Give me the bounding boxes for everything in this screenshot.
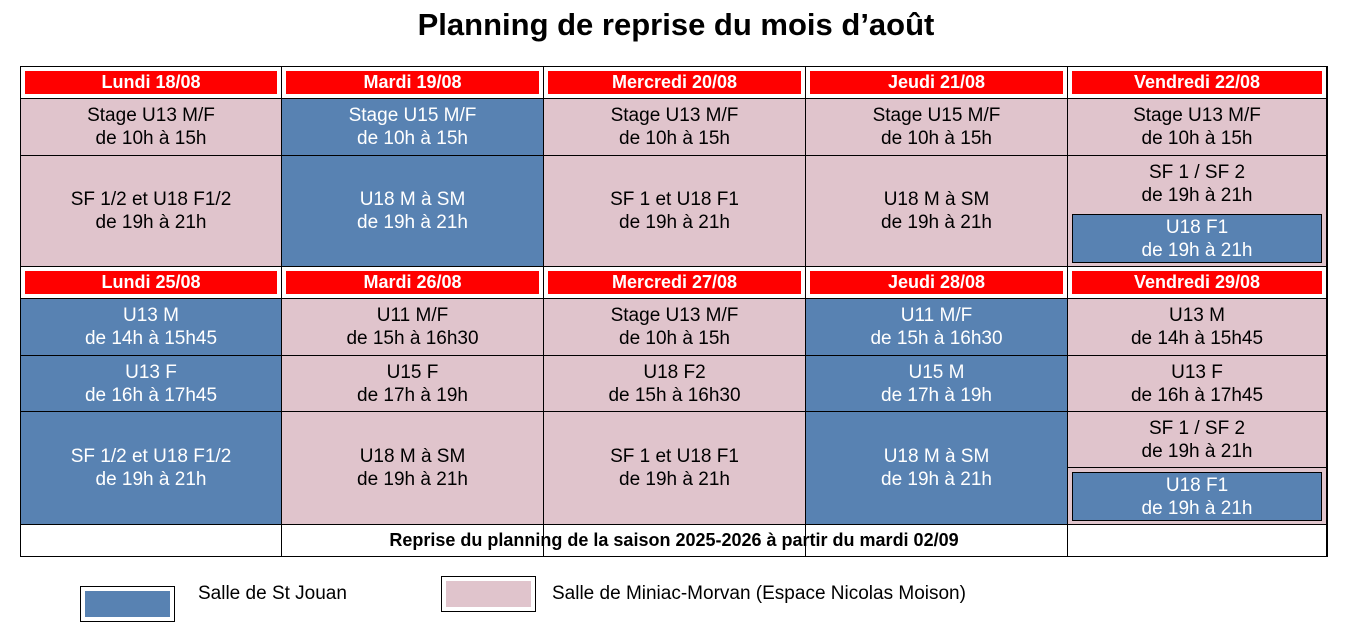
session-cell-inset: U18 F1 de 19h à 21h — [1072, 472, 1322, 521]
session-cell: Stage U13 M/F de 10h à 15h — [544, 99, 805, 156]
day-header: Mercredi 20/08 — [548, 71, 801, 94]
session-cell: U18 M à SM de 19h à 21h — [282, 156, 543, 267]
session-cell-inset: U18 F1 de 19h à 21h — [1072, 214, 1322, 263]
session-cell: U11 M/F de 15h à 16h30 — [282, 299, 543, 356]
column-wednesday: Mercredi 20/08 Stage U13 M/F de 10h à 15h… — [544, 67, 806, 556]
session-cell: U18 M à SM de 19h à 21h — [806, 156, 1067, 267]
session-cell: Stage U15 M/F de 10h à 15h — [806, 99, 1067, 156]
session-cell: Stage U13 M/F de 10h à 15h — [21, 99, 281, 156]
day-header: Jeudi 21/08 — [810, 71, 1063, 94]
day-header: Vendredi 22/08 — [1072, 71, 1322, 94]
session-cell: Stage U15 M/F de 10h à 15h — [282, 99, 543, 156]
day-header: Mardi 26/08 — [286, 271, 539, 294]
session-cell: Stage U13 M/F de 10h à 15h — [1068, 99, 1326, 156]
day-header: Jeudi 28/08 — [810, 271, 1063, 294]
session-cell: SF 1 et U18 F1 de 19h à 21h — [544, 156, 805, 267]
day-header: Mercredi 27/08 — [548, 271, 801, 294]
day-header: Mardi 19/08 — [286, 71, 539, 94]
session-cell: U11 M/F de 15h à 16h30 — [806, 299, 1067, 356]
session-cell: SF 1 / SF 2 de 19h à 21h — [1068, 156, 1326, 211]
page-title: Planning de reprise du mois d’août — [417, 7, 935, 42]
session-cell: U18 F2 de 15h à 16h30 — [544, 356, 805, 412]
legend-swatch-miniac — [441, 576, 536, 612]
session-cell: SF 1 et U18 F1 de 19h à 21h — [544, 412, 805, 525]
session-cell: Stage U13 M/F de 10h à 15h — [544, 299, 805, 356]
session-cell: U18 M à SM de 19h à 21h — [806, 412, 1067, 525]
schedule-table: Lundi 18/08 Stage U13 M/F de 10h à 15h SF… — [20, 66, 1328, 557]
session-cell: SF 1/2 et U18 F1/2 de 19h à 21h — [21, 412, 281, 525]
column-thursday: Jeudi 21/08 Stage U15 M/F de 10h à 15h U1… — [806, 67, 1068, 556]
legend-label-miniac: Salle de Miniac-Morvan (Espace Nicolas M… — [552, 583, 966, 604]
legend-swatch-st-jouan — [80, 586, 175, 622]
session-cell: SF 1/2 et U18 F1/2 de 19h à 21h — [21, 156, 281, 267]
day-header: Lundi 25/08 — [25, 271, 277, 294]
legend-label-st-jouan: Salle de St Jouan — [198, 583, 347, 604]
column-monday: Lundi 18/08 Stage U13 M/F de 10h à 15h SF… — [21, 67, 282, 556]
column-tuesday: Mardi 19/08 Stage U15 M/F de 10h à 15h U1… — [282, 67, 544, 556]
session-cell: U18 M à SM de 19h à 21h — [282, 412, 543, 525]
day-header: Lundi 18/08 — [25, 71, 277, 94]
day-header: Vendredi 29/08 — [1072, 271, 1322, 294]
footer-note: Reprise du planning de la saison 2025-20… — [389, 530, 959, 550]
session-cell: SF 1 / SF 2 de 19h à 21h — [1068, 412, 1326, 468]
column-friday: Vendredi 22/08 Stage U13 M/F de 10h à 15h… — [1068, 67, 1327, 556]
